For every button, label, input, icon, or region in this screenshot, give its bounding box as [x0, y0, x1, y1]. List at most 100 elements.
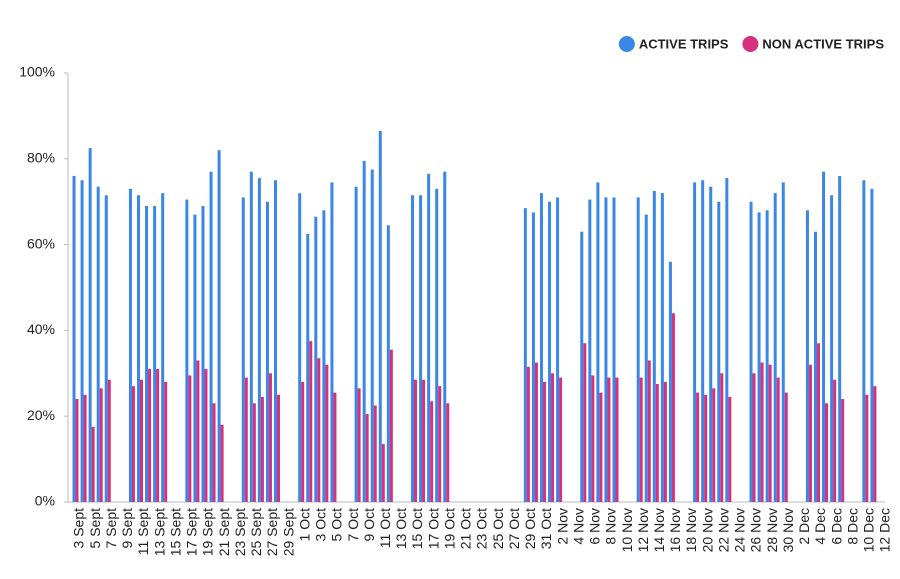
bar [411, 195, 415, 502]
bar [252, 403, 256, 502]
bar [354, 186, 358, 502]
bar [825, 403, 829, 502]
bar [781, 182, 785, 502]
bar [701, 180, 705, 502]
bar [209, 171, 213, 503]
x-tick-label: 27 Sept [264, 508, 280, 556]
y-tick-label: 40% [27, 321, 55, 337]
bar [757, 212, 761, 503]
x-tick-label: 22 Nov [715, 508, 731, 552]
bar [153, 205, 157, 503]
bar [556, 197, 560, 502]
bar [660, 193, 664, 502]
y-tick-label: 20% [27, 407, 55, 423]
bar [107, 379, 111, 502]
bar [663, 381, 667, 502]
bar [386, 225, 390, 503]
x-tick-label: 8 Nov [603, 508, 619, 545]
bar [88, 148, 92, 502]
bar [636, 197, 640, 502]
x-tick-label: 4 Nov [570, 508, 586, 545]
bar [333, 392, 337, 502]
bar [72, 175, 76, 502]
x-tick-label: 15 Sept [167, 508, 183, 556]
bar [140, 379, 144, 502]
bar [277, 394, 281, 502]
x-tick-label: 2 Nov [554, 508, 570, 545]
bar [362, 160, 366, 502]
bar [531, 212, 535, 503]
bar [265, 201, 269, 502]
x-tick-label: 24 Nov [732, 508, 748, 552]
x-tick-label: 23 Oct [474, 508, 490, 549]
bar [644, 214, 648, 502]
bar [161, 193, 165, 502]
bar [373, 405, 377, 502]
bar [604, 197, 608, 502]
bar [148, 369, 152, 502]
bar [813, 231, 817, 503]
bar [752, 373, 756, 502]
bar [639, 377, 643, 502]
bar [422, 379, 426, 502]
bar [381, 444, 385, 502]
bar [599, 392, 603, 502]
bar [301, 381, 305, 502]
bar [430, 401, 434, 502]
bar [204, 369, 208, 502]
x-tick-label: 3 Sept [71, 508, 87, 549]
bar [298, 193, 302, 502]
bar [196, 360, 200, 502]
x-tick-label: 3 Oct [313, 508, 329, 542]
x-tick-label: 6 Dec [828, 508, 844, 545]
bar [443, 171, 447, 503]
bar [841, 399, 845, 502]
bar [156, 369, 160, 502]
bar [709, 186, 713, 502]
x-tick-label: 13 Oct [393, 508, 409, 549]
bar [268, 373, 272, 502]
bar [435, 188, 439, 502]
bar [534, 362, 538, 502]
bar [322, 210, 326, 502]
bar [274, 180, 278, 502]
x-tick-label: 8 Dec [844, 508, 860, 545]
bar [822, 171, 826, 503]
bar [583, 343, 587, 502]
x-tick-label: 27 Oct [506, 508, 522, 549]
bar [768, 364, 772, 502]
bar [615, 377, 619, 502]
x-tick-label: 21 Oct [458, 508, 474, 549]
bar [717, 201, 721, 502]
bar [830, 195, 834, 502]
x-tick-label: 31 Oct [538, 508, 554, 549]
x-tick-label: 6 Nov [587, 508, 603, 545]
bar [131, 386, 135, 502]
bar [596, 182, 600, 502]
x-tick-label: 17 Oct [425, 508, 441, 549]
bar [244, 377, 248, 502]
bar [128, 188, 132, 502]
bar [773, 193, 777, 502]
x-tick-label: 29 Oct [522, 508, 538, 549]
bar [712, 388, 716, 502]
bar [816, 343, 820, 502]
x-tick-label: 25 Sept [248, 508, 264, 556]
bar [241, 197, 245, 502]
bar [865, 394, 869, 502]
bar [193, 214, 197, 502]
x-tick-label: 13 Sept [151, 508, 167, 556]
legend-swatch [618, 36, 635, 52]
bar [357, 388, 361, 502]
x-tick-label: 9 Sept [119, 508, 135, 549]
bar [588, 199, 592, 502]
bar [419, 195, 423, 502]
y-tick-label: 60% [27, 235, 55, 251]
x-tick-label: 1 Oct [296, 508, 312, 542]
bar [720, 373, 724, 502]
bar [185, 199, 189, 502]
bar [80, 180, 84, 502]
bar [99, 388, 103, 502]
y-tick-label: 100% [19, 64, 55, 80]
